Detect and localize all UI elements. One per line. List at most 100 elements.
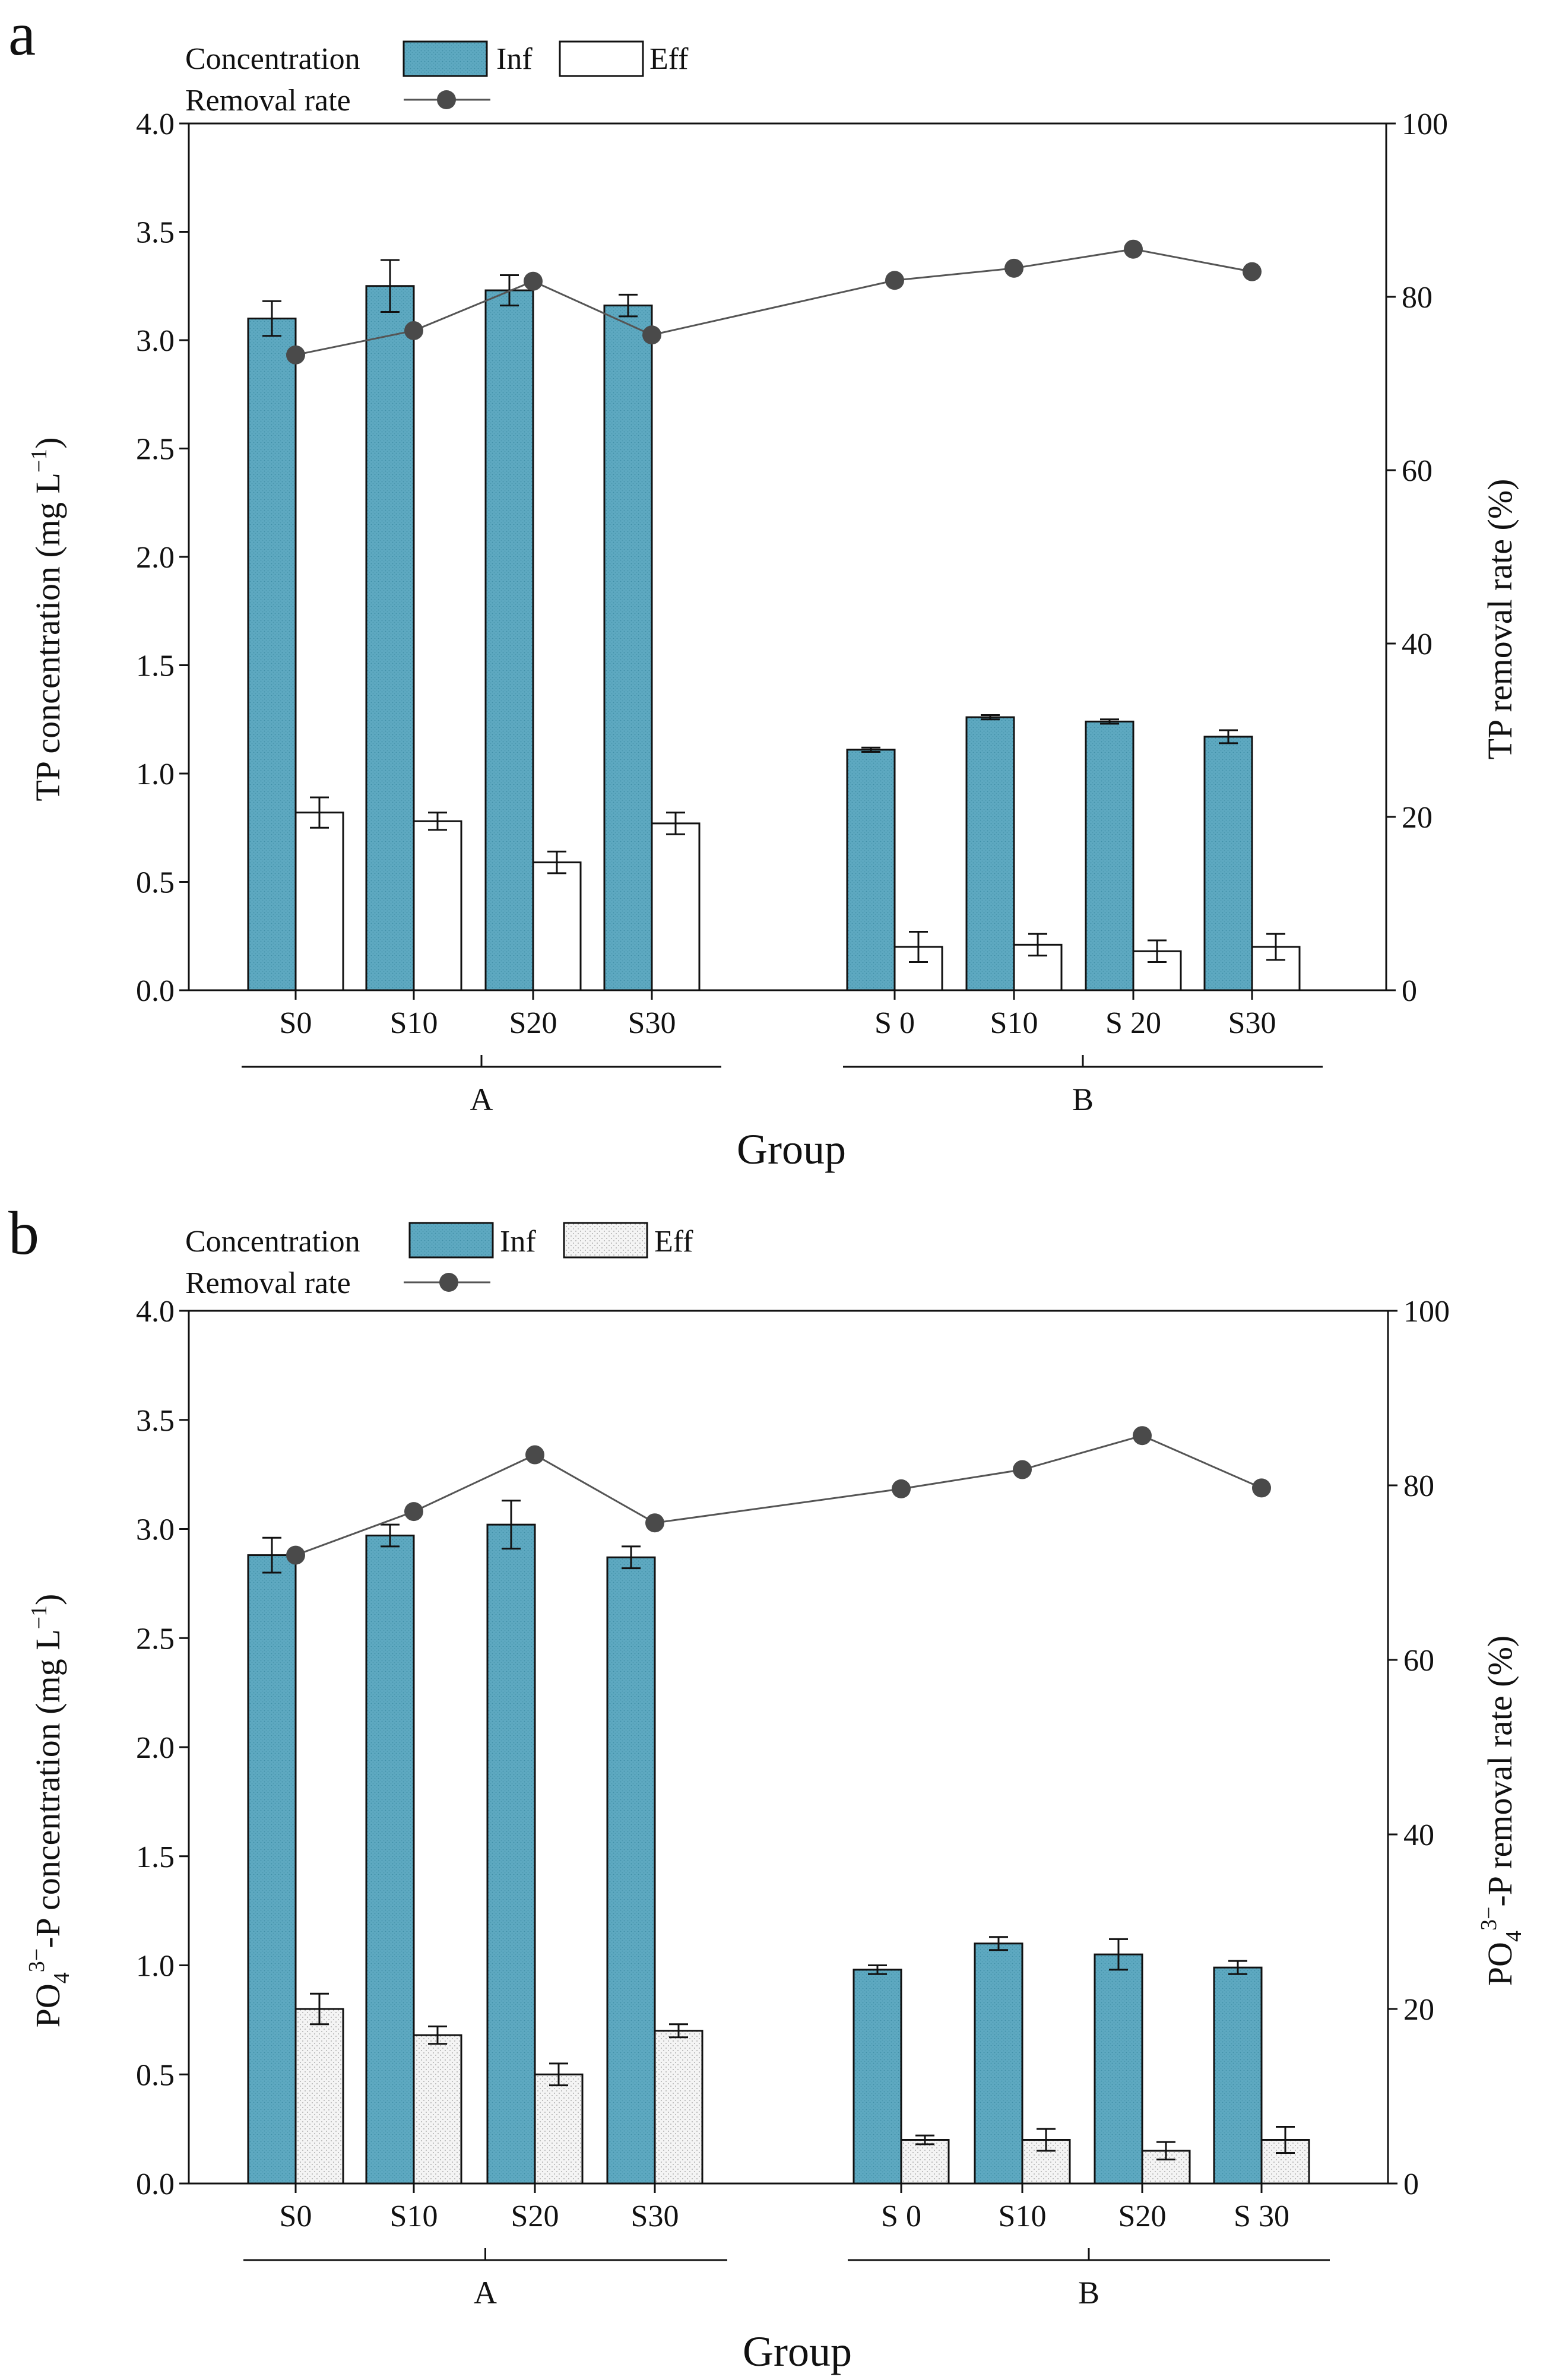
inf-bar — [1085, 720, 1134, 991]
inf-error-bar — [502, 1500, 521, 1550]
eff-bar — [294, 812, 344, 991]
inf-bar — [365, 1535, 415, 2185]
eff-error-bar — [1028, 933, 1047, 957]
x-category-label: S20 — [509, 1006, 557, 1040]
legend-inf-label: Inf — [496, 42, 533, 76]
removal-rate-marker — [892, 1479, 911, 1498]
y2-tick-label: 0 — [1402, 974, 1417, 1008]
removal-rate-marker — [1013, 1460, 1032, 1479]
y2-tick-label: 40 — [1402, 628, 1433, 661]
inf-bar — [846, 749, 896, 991]
panel-letter-a: a — [8, 0, 36, 68]
x-category-label: S 0 — [881, 2200, 921, 2233]
eff-error-bar — [1276, 2125, 1295, 2154]
removal-rate-marker — [1252, 1478, 1271, 1498]
removal-rate-marker — [524, 271, 543, 291]
y2-tick-label: 80 — [1403, 1469, 1434, 1503]
inf-bar — [606, 1556, 656, 2185]
inf-error-bar — [262, 300, 281, 337]
legend-removal-label: Removal rate — [185, 1266, 351, 1300]
y-tick-label: 4.0 — [136, 107, 175, 141]
x-category-label: S10 — [990, 1006, 1038, 1040]
inf-error-bar — [622, 1545, 641, 1570]
legend-eff-label: Eff — [649, 42, 689, 76]
x-category-label: S30 — [628, 1006, 676, 1040]
inf-error-bar — [381, 259, 400, 313]
y-tick-label: 2.5 — [136, 1622, 175, 1656]
inf-bar — [1094, 1953, 1143, 2185]
inf-bar — [965, 716, 1015, 991]
y-tick-label: 4.0 — [136, 1295, 175, 1329]
eff-error-bar — [669, 2023, 688, 2039]
y2-tick-label: 0 — [1403, 2167, 1419, 2201]
y-axis-title-b: PO43−-P concentration (mg L−1) — [24, 1594, 74, 2028]
legend-removal-marker — [439, 1273, 458, 1292]
y-tick-label: 1.0 — [136, 1950, 175, 1983]
eff-bar — [654, 2030, 703, 2185]
inf-error-bar — [981, 714, 1000, 721]
removal-rate-marker — [404, 1502, 423, 1522]
eff-error-bar — [909, 930, 928, 964]
inf-error-bar — [1228, 1960, 1247, 1975]
y-tick-label: 1.5 — [136, 1840, 175, 1874]
eff-error-bar — [1156, 2141, 1175, 2161]
removal-series-a — [286, 239, 1262, 365]
panel-b: b Concentration Inf Eff Removal rate PO4… — [8, 1199, 1526, 2375]
eff-bar — [294, 2008, 344, 2185]
eff-error-bar — [1037, 2128, 1056, 2152]
removal-rate-marker — [645, 1513, 664, 1533]
y2-tick-label: 100 — [1403, 1295, 1450, 1329]
eff-error-bar — [428, 2025, 447, 2045]
inf-error-bar — [1219, 729, 1238, 744]
legend-inf-swatch — [408, 1222, 494, 1259]
legend-eff-label: Eff — [654, 1225, 693, 1259]
y-tick-label: 3.5 — [136, 1404, 175, 1438]
y-axis-title-a: TP concentration (mg L−1) — [27, 437, 67, 801]
legend-removal-label: Removal rate — [185, 84, 351, 118]
eff-bar — [534, 2073, 584, 2185]
x-category-label: S 30 — [1234, 2200, 1289, 2233]
inf-error-bar — [1100, 718, 1119, 725]
ticks-a: 0.0 0.5 1.0 1.5 2.0 2.5 3.0 3.5 4.0 0 20 40 60 80 100 — [136, 107, 1448, 1008]
eff-error-bar — [428, 812, 447, 831]
x-category-label: S30 — [1228, 1006, 1276, 1040]
y-tick-label: 2.5 — [136, 433, 175, 467]
x-category-label: S20 — [511, 2200, 559, 2233]
legend-eff-swatch — [563, 1222, 648, 1259]
y-tick-label: 3.5 — [136, 216, 175, 250]
x-category-label: S10 — [999, 2200, 1047, 2233]
bars-a — [247, 285, 1301, 991]
x-category-label: S30 — [631, 2200, 679, 2233]
eff-bar — [651, 822, 701, 991]
y2-tick-label: 20 — [1402, 801, 1433, 835]
eff-error-bar — [1266, 933, 1285, 961]
inf-bar — [1203, 736, 1253, 991]
x-axis-title-b: Group — [743, 2328, 852, 2375]
x-category-label: S0 — [280, 2200, 312, 2233]
group-label: A — [474, 2275, 497, 2311]
removal-rate-marker — [1133, 1426, 1152, 1446]
inf-error-bar — [989, 1936, 1008, 1951]
y-tick-label: 0.5 — [136, 2058, 175, 2092]
removal-rate-marker — [1004, 258, 1023, 278]
y-tick-label: 2.0 — [136, 541, 175, 575]
y-tick-label: 0.0 — [136, 2167, 175, 2201]
inf-error-bar — [861, 746, 880, 753]
y2-tick-label: 60 — [1403, 1644, 1434, 1678]
y2-axis-title-b: PO43−-P removal rate (%) — [1476, 1636, 1526, 1986]
legend-concentration-label: Concentration — [185, 42, 360, 76]
removal-series-b — [286, 1426, 1271, 1565]
inf-bar — [853, 1969, 902, 2185]
inf-error-bar — [1109, 1938, 1128, 1971]
inf-bar — [365, 285, 415, 991]
y-tick-label: 0.5 — [136, 866, 175, 900]
eff-error-bar — [915, 2134, 934, 2146]
x-category-label: S10 — [390, 2200, 438, 2233]
error-bars-a — [262, 259, 1285, 964]
y-tick-label: 0.0 — [136, 974, 175, 1008]
group-label: A — [470, 1082, 493, 1117]
eff-error-bar — [310, 796, 329, 829]
eff-bar — [413, 820, 462, 991]
x-category-label: S 20 — [1105, 1006, 1161, 1040]
removal-rate-marker — [525, 1445, 544, 1465]
